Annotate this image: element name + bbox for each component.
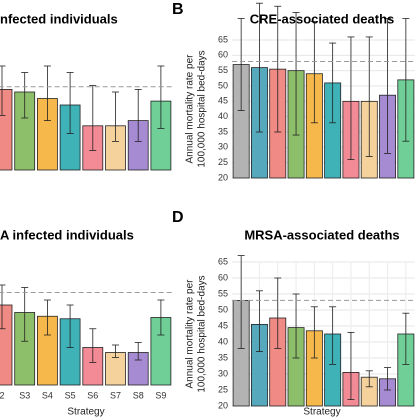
y-tick-label: 40 — [218, 111, 228, 121]
x-tick-label: S8 — [133, 390, 144, 400]
y-tick-label: 40 — [218, 336, 228, 346]
y-axis-label: 100,000 hospital bed-days — [197, 275, 208, 392]
y-tick-label: 35 — [218, 126, 228, 136]
y-tick-label: 25 — [218, 157, 228, 167]
x-tick-label: S9 — [155, 390, 166, 400]
y-tick-label: 25 — [218, 384, 228, 394]
y-tick-label: 45 — [218, 320, 228, 330]
y-tick-label: 20 — [218, 400, 228, 410]
chart-title: nfected individuals — [0, 11, 118, 26]
x-tick-label: S3 — [19, 390, 30, 400]
x-tick-label: 2 — [0, 390, 5, 400]
y-axis-label: 100,000 hospital bed-days — [197, 50, 208, 167]
y-tick-label: 55 — [218, 65, 228, 75]
y-tick-label: 20 — [218, 172, 228, 182]
x-tick-label: S4 — [42, 390, 53, 400]
x-tick-label: S5 — [65, 390, 76, 400]
y-tick-label: 60 — [218, 272, 228, 282]
y-tick-label: 65 — [218, 34, 228, 44]
y-axis-label: Annual mortality rate per — [185, 54, 196, 164]
y-tick-label: 60 — [218, 50, 228, 60]
x-axis-label: Strategy — [303, 407, 340, 418]
chart-title: CRE-associated deaths — [250, 11, 395, 26]
y-tick-label: 30 — [218, 368, 228, 378]
panel-label: B — [172, 1, 184, 18]
y-tick-label: 50 — [218, 80, 228, 90]
x-tick-label: S6 — [87, 390, 98, 400]
chart-title: A infected individuals — [0, 227, 134, 242]
panel-label: D — [172, 209, 184, 226]
y-axis-label: Annual mortality rate per — [185, 279, 196, 389]
x-axis-label: Strategy — [67, 407, 104, 418]
x-tick-label: S7 — [110, 390, 121, 400]
y-tick-label: 65 — [218, 256, 228, 266]
y-tick-label: 55 — [218, 288, 228, 298]
chart-title: MRSA-associated deaths — [244, 227, 399, 242]
y-tick-label: 45 — [218, 96, 228, 106]
y-tick-label: 35 — [218, 352, 228, 362]
y-tick-label: 30 — [218, 142, 228, 152]
y-tick-label: 50 — [218, 304, 228, 314]
